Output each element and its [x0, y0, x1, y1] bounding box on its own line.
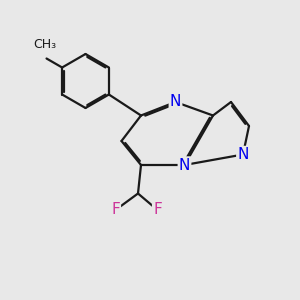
Text: N: N — [237, 147, 249, 162]
Text: F: F — [111, 202, 120, 217]
Text: N: N — [170, 94, 181, 110]
Text: F: F — [153, 202, 162, 217]
Text: CH₃: CH₃ — [34, 38, 57, 51]
Text: N: N — [179, 158, 190, 172]
